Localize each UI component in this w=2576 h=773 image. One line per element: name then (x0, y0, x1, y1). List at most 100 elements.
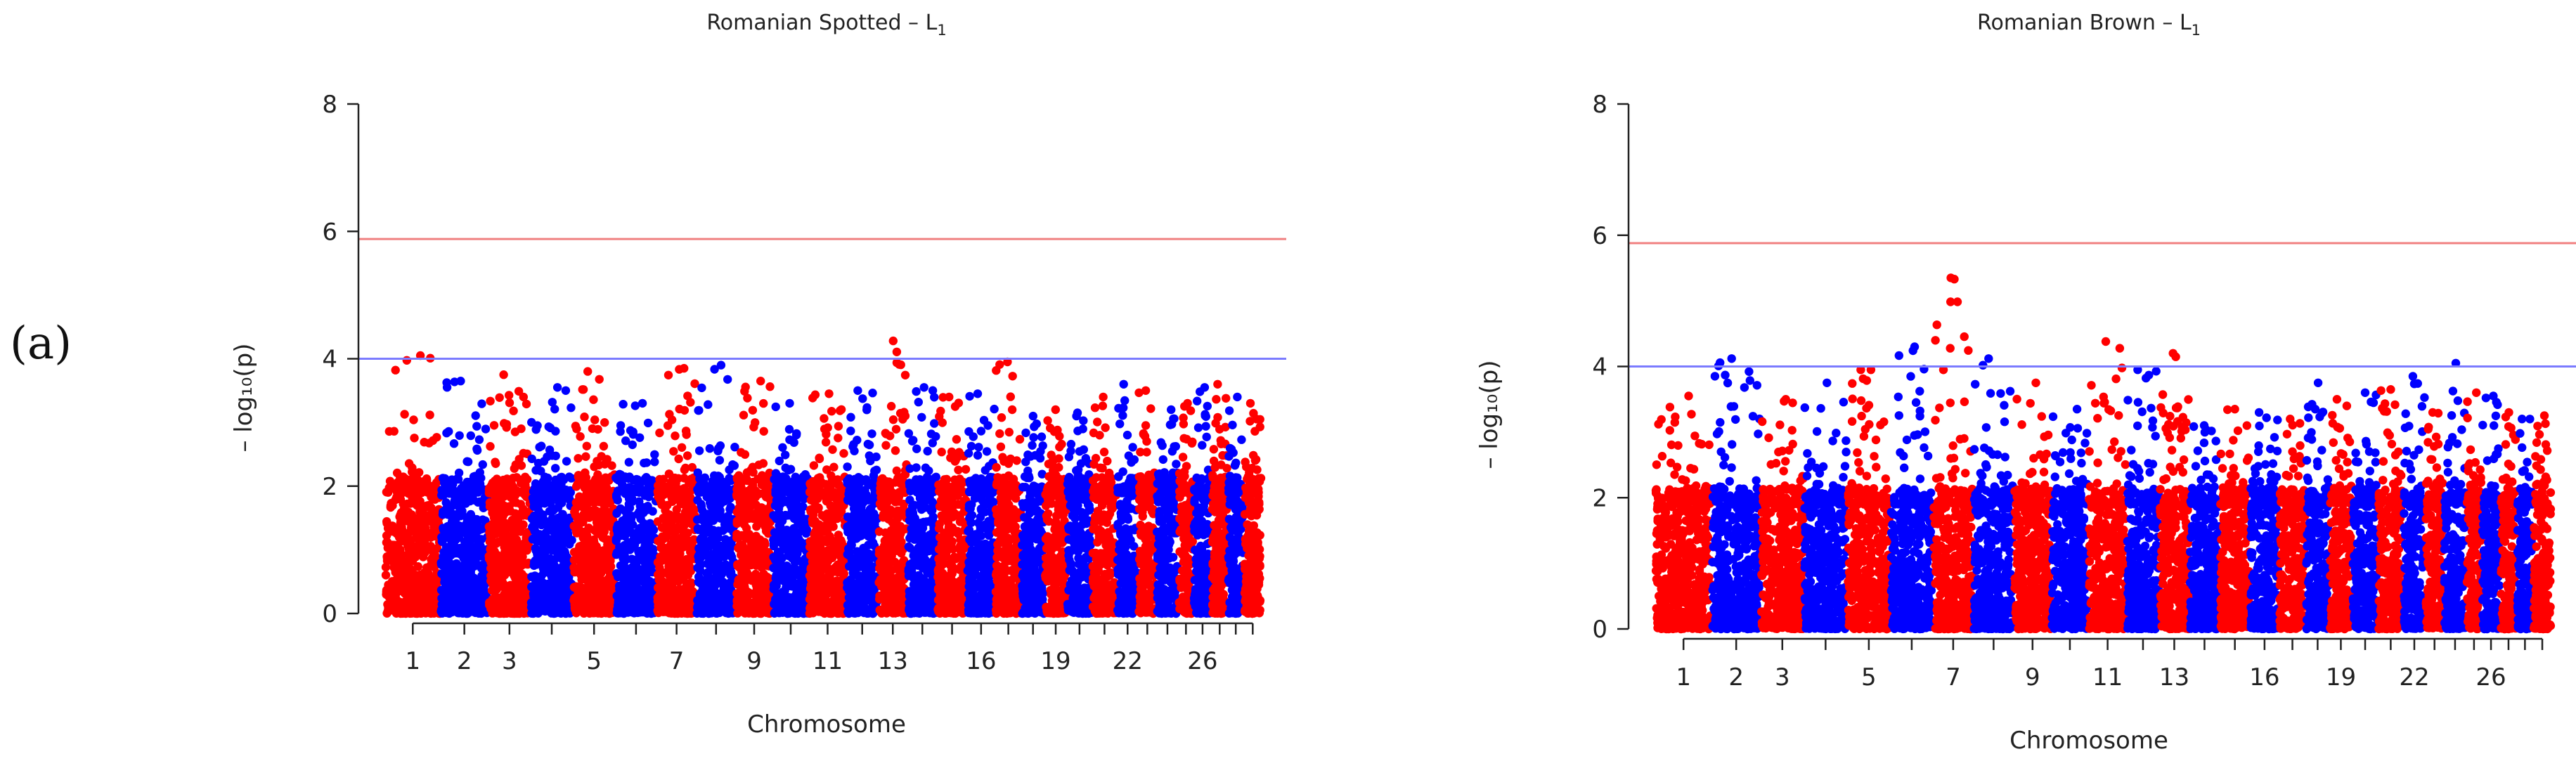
snp-point (425, 439, 434, 448)
snp-point (662, 483, 671, 493)
snp-point (680, 507, 690, 517)
snp-point (834, 422, 843, 431)
snp-point (422, 476, 432, 485)
snp-point (466, 431, 475, 441)
snp-point (512, 498, 521, 507)
snp-point (394, 549, 403, 558)
snp-point (418, 488, 427, 497)
snp-point (778, 443, 787, 452)
snp-point (473, 576, 482, 585)
snp-point (671, 431, 680, 441)
snp-point (612, 609, 621, 618)
snp-point (859, 543, 868, 553)
snp-point (779, 544, 789, 553)
snp-point (720, 540, 730, 550)
snp-point (381, 562, 391, 572)
snp-point (848, 607, 858, 617)
snp-point (600, 418, 609, 427)
snp-point (686, 398, 695, 407)
snp-point (558, 607, 567, 616)
snp-point (734, 471, 744, 480)
snp-point (453, 528, 463, 538)
snp-point (621, 514, 630, 523)
snp-point (581, 585, 590, 594)
snp-point (635, 501, 645, 511)
snp-point (827, 471, 836, 480)
snp-point (429, 599, 439, 609)
snp-point (704, 400, 713, 409)
snp-point (548, 451, 557, 460)
snp-point (628, 487, 637, 497)
chromosome-5-points (569, 367, 619, 618)
chromosome-9-points (732, 377, 777, 618)
snp-point (403, 533, 413, 543)
snp-point (551, 464, 560, 473)
snp-point (849, 569, 858, 578)
snp-point (675, 586, 685, 596)
snp-point (668, 569, 678, 578)
snp-point (584, 496, 594, 506)
snp-point (599, 441, 609, 451)
snp-point (387, 589, 396, 598)
snp-point (762, 596, 771, 605)
snp-point (673, 486, 682, 495)
chromosome-6-points (611, 398, 661, 618)
snp-point (792, 513, 802, 523)
snp-point (699, 528, 708, 538)
snp-point (654, 592, 664, 602)
chromosome-4-points (526, 383, 576, 618)
snp-point (748, 546, 758, 555)
snp-point (384, 483, 394, 493)
chromosome-2-points (436, 377, 492, 618)
snp-point (791, 472, 801, 481)
snp-point (655, 428, 664, 438)
panel-label: (a) (10, 318, 72, 370)
snp-point (827, 407, 836, 416)
snp-point (672, 595, 681, 604)
snp-point (622, 505, 631, 515)
snp-point (442, 383, 452, 392)
snp-point (810, 597, 820, 606)
snp-point (537, 560, 547, 569)
snp-point (867, 524, 876, 533)
snp-point (571, 422, 581, 431)
snp-point (832, 512, 842, 521)
snp-point (737, 511, 747, 520)
snp-point (541, 538, 550, 547)
snp-point (686, 540, 695, 549)
snp-point (595, 559, 604, 569)
snp-point (593, 511, 602, 520)
snp-point (392, 575, 401, 584)
snp-point (441, 481, 451, 490)
snp-point (713, 509, 722, 519)
snp-point (554, 513, 563, 523)
snp-point (527, 582, 536, 591)
snp-point (628, 440, 637, 450)
snp-point (447, 475, 457, 484)
snp-point (393, 483, 403, 492)
snp-point (511, 460, 520, 469)
snp-point (388, 605, 398, 615)
snp-point (737, 550, 746, 559)
snp-point (740, 386, 749, 396)
chart-points (381, 336, 1266, 618)
snp-point (550, 405, 559, 414)
snp-point (664, 583, 673, 592)
snp-point (667, 415, 677, 424)
snp-point (448, 604, 458, 613)
snp-point (444, 427, 453, 436)
snp-point (440, 487, 449, 497)
snp-point (484, 483, 494, 493)
snp-point (449, 486, 459, 495)
chromosome-3-points (484, 370, 534, 618)
snp-point (807, 505, 817, 514)
snp-point (481, 424, 491, 434)
snp-point (801, 524, 810, 533)
snp-point (761, 509, 770, 518)
snp-point (449, 439, 459, 448)
snp-point (778, 608, 787, 617)
snp-point (432, 433, 441, 442)
top-snp-point (637, 398, 647, 408)
snp-point (779, 599, 789, 609)
snp-point (824, 488, 834, 497)
